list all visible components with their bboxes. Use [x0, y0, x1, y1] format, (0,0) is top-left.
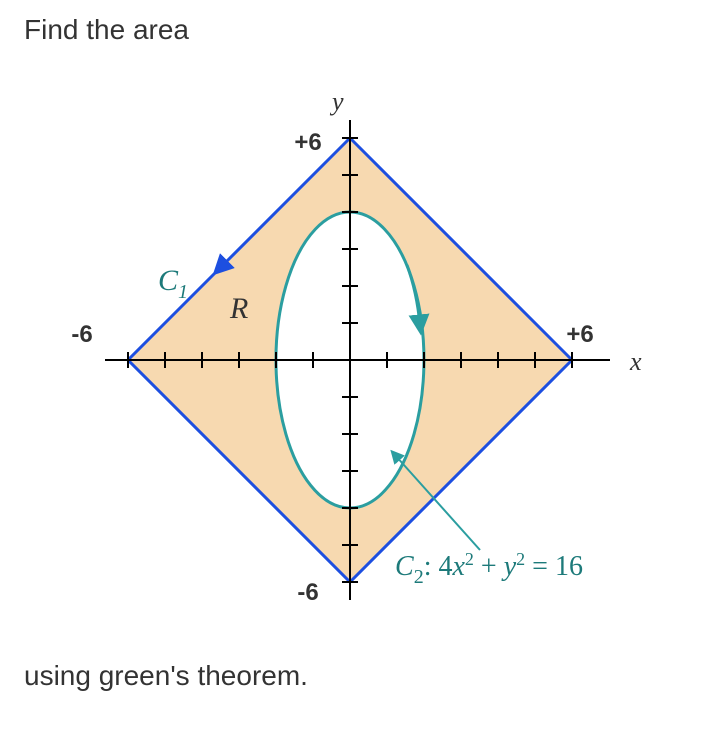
prompt-top: Find the area [24, 14, 189, 46]
c1-label: C1 [158, 264, 188, 303]
region-label: R [229, 292, 248, 325]
x-min-label: -6 [71, 321, 92, 348]
diagram-svg: -6 +6 +6 -6 x y C1 R C2: 4x2 + y2 = 16 [50, 80, 670, 620]
y-axis-label: y [329, 87, 344, 116]
y-max-label: +6 [294, 129, 321, 156]
page-root: Find the area [0, 0, 720, 739]
x-axis-label: x [629, 347, 642, 376]
y-min-label: -6 [297, 579, 318, 606]
x-max-label: +6 [566, 321, 593, 348]
c2-equation: C2: 4x2 + y2 = 16 [395, 549, 583, 588]
diagram-container: -6 +6 +6 -6 x y C1 R C2: 4x2 + y2 = 16 [50, 80, 670, 620]
prompt-bottom: using green's theorem. [24, 660, 308, 692]
